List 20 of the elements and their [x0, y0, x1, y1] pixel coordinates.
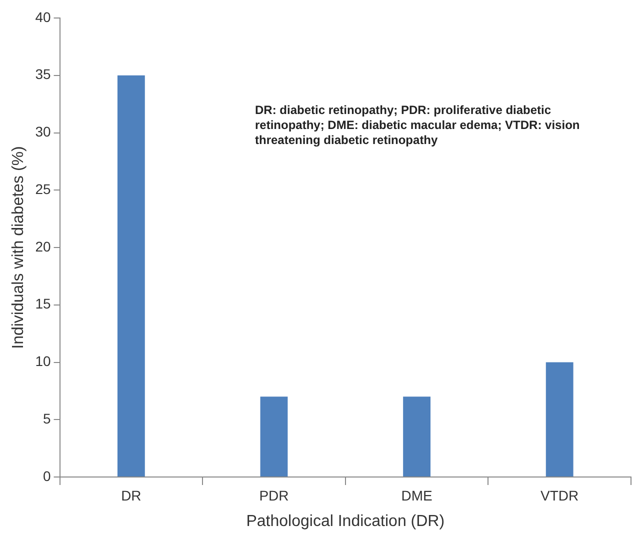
- y-tick-label: 0: [42, 468, 51, 484]
- y-tick-label: 25: [35, 180, 51, 197]
- bar: [546, 362, 574, 476]
- x-tick-label: DR: [121, 487, 142, 504]
- x-tick-label: DME: [401, 487, 432, 504]
- bar: [117, 75, 145, 476]
- y-tick-label: 20: [35, 238, 51, 254]
- y-tick-label: 15: [35, 296, 51, 312]
- y-tick-label: 30: [35, 124, 51, 140]
- bar: [260, 396, 288, 476]
- y-tick-label: 5: [42, 410, 51, 426]
- bar: [403, 396, 430, 476]
- y-tick-label: 10: [35, 353, 51, 370]
- x-tick-label: VTDR: [540, 487, 579, 504]
- y-tick-label: 35: [35, 66, 51, 82]
- x-tick-label: PDR: [259, 487, 289, 504]
- y-axis-title: Individuals with diabetes (%): [10, 146, 28, 349]
- y-tick-label: 40: [35, 8, 51, 25]
- x-axis-title: Pathological Indication (DR): [246, 512, 445, 530]
- annotation: DR: diabetic retinopathy; PDR: proliferative diabetic retinopathy; DME: diabetic macular edema; VTDR: vision threatening diabetic retinopathy: [255, 103, 581, 148]
